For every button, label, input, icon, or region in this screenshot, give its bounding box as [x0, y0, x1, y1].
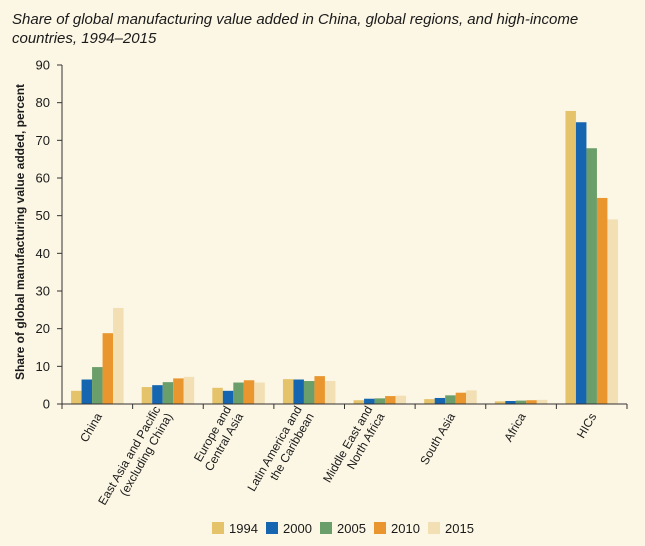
y-tick-label: 70	[36, 133, 50, 148]
bar-1994-cat4	[353, 400, 365, 404]
bar-1994-cat6	[494, 401, 506, 404]
x-tick-label: Middle East andNorth Africa	[320, 403, 387, 492]
legend-label-2010: 2010	[391, 521, 420, 536]
legend-swatch-1994	[212, 522, 224, 534]
bar-2010-cat2	[243, 380, 255, 404]
bar-2005-cat5	[445, 395, 456, 404]
bar-2005-cat4	[374, 398, 386, 404]
bar-2015-cat7	[607, 219, 618, 404]
bar-2010-cat0	[102, 333, 114, 404]
bar-1994-cat5	[424, 399, 435, 404]
bar-2010-cat4	[385, 396, 396, 404]
y-tick-label: 10	[36, 359, 50, 374]
y-tick-label: 20	[36, 321, 50, 336]
bar-1994-cat3	[282, 379, 294, 404]
bar-2015-cat2	[254, 382, 265, 404]
chart-title: Share of global manufacturing value adde…	[12, 11, 579, 47]
y-tick-label: 0	[43, 397, 50, 412]
bar-2000-cat2	[222, 390, 234, 404]
y-tick-label: 40	[36, 246, 50, 261]
bars-group	[71, 110, 618, 404]
axes-group	[61, 65, 628, 409]
bar-2015-cat4	[395, 395, 407, 404]
bar-2000-cat5	[434, 397, 446, 404]
y-tick-label: 80	[36, 95, 50, 110]
bar-2000-cat6	[505, 400, 516, 404]
y-tick-label: 30	[36, 284, 50, 299]
legend-label-1994: 1994	[229, 521, 258, 536]
bar-2010-cat6	[526, 400, 537, 404]
x-tick-label: South Asia	[417, 410, 458, 467]
bar-2005-cat3	[303, 381, 315, 404]
bar-2015-cat0	[113, 307, 124, 404]
y-tick-label: 90	[36, 58, 50, 73]
bar-1994-cat7	[565, 110, 576, 404]
x-tick-label: Europe andCentral Asia	[190, 403, 247, 473]
legend-swatch-2015	[428, 522, 440, 534]
bar-2015-cat6	[536, 399, 548, 404]
legend-label-2005: 2005	[337, 521, 366, 536]
bar-2005-cat6	[515, 400, 527, 404]
bar-2000-cat3	[293, 379, 304, 404]
bar-2005-cat2	[233, 382, 244, 404]
bar-2005-cat1	[162, 382, 174, 404]
bar-2000-cat1	[152, 385, 163, 404]
bar-1994-cat1	[141, 387, 153, 404]
x-tick-label-line: HICs	[574, 411, 599, 441]
legend-label-2015: 2015	[445, 521, 474, 536]
bar-2000-cat4	[364, 398, 375, 404]
legend: 1994 2000 2005 2010 2015	[212, 521, 474, 536]
x-tick-label: China	[77, 410, 105, 444]
x-tick-label: HICs	[574, 411, 599, 441]
bar-2010-cat7	[596, 197, 608, 404]
bar-1994-cat2	[212, 387, 223, 404]
x-tick-label: Latin America andthe Caribbean	[245, 404, 317, 501]
x-tick-label: Africa	[501, 410, 529, 444]
y-ticks-group: 0 10 20 30 40 50 60 70 80 90	[36, 58, 62, 412]
y-tick-label: 60	[36, 171, 50, 186]
legend-label-2000: 2000	[283, 521, 312, 536]
y-tick-label: 50	[36, 208, 50, 223]
bar-2015-cat5	[466, 390, 477, 404]
bar-2000-cat7	[575, 122, 587, 404]
bar-2010-cat5	[455, 392, 467, 404]
x-tick-label-line: Africa	[501, 410, 529, 444]
bar-2015-cat3	[324, 381, 336, 404]
legend-swatch-2005	[320, 522, 332, 534]
bar-1994-cat0	[71, 390, 82, 404]
bar-2005-cat7	[586, 148, 597, 404]
bar-2010-cat3	[314, 376, 325, 404]
x-tick-label-line: South Asia	[417, 410, 458, 467]
x-tick-label-line: China	[77, 410, 105, 444]
bar-2015-cat1	[183, 376, 195, 404]
x-tick-label: East Asia and Pacific(excluding China)	[95, 404, 175, 515]
bar-2000-cat0	[81, 379, 93, 404]
bar-2005-cat0	[92, 367, 103, 404]
legend-swatch-2000	[266, 522, 278, 534]
bar-2010-cat1	[173, 378, 184, 404]
legend-swatch-2010	[374, 522, 386, 534]
